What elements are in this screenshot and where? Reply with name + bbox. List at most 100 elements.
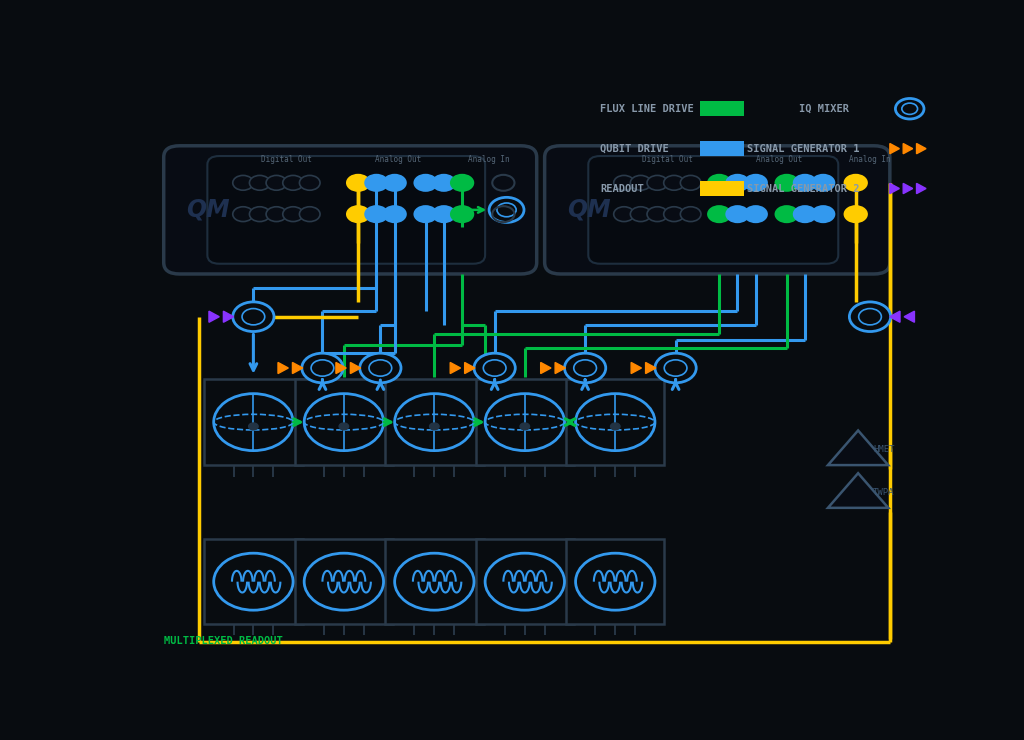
Text: HMET: HMET <box>873 445 895 454</box>
Circle shape <box>339 423 348 430</box>
Text: TWPA: TWPA <box>873 488 895 497</box>
Text: Analog Out: Analog Out <box>756 155 802 164</box>
Polygon shape <box>541 363 551 374</box>
Circle shape <box>794 206 816 222</box>
Circle shape <box>359 353 401 383</box>
Text: SIGNAL GENERATOR 2: SIGNAL GENERATOR 2 <box>748 184 859 194</box>
Circle shape <box>250 206 270 221</box>
Circle shape <box>895 98 924 119</box>
Polygon shape <box>209 311 219 323</box>
Polygon shape <box>278 363 289 374</box>
Polygon shape <box>555 363 565 374</box>
Circle shape <box>613 206 634 221</box>
Polygon shape <box>828 473 888 508</box>
Text: QM: QM <box>186 198 229 222</box>
Polygon shape <box>890 311 900 323</box>
Bar <box>385 380 483 465</box>
Circle shape <box>647 175 668 190</box>
Bar <box>204 380 303 465</box>
Circle shape <box>647 206 668 221</box>
Bar <box>566 539 665 625</box>
Bar <box>295 539 393 625</box>
Polygon shape <box>890 184 899 194</box>
Circle shape <box>384 206 406 222</box>
Bar <box>295 380 393 465</box>
Polygon shape <box>890 144 899 154</box>
Circle shape <box>232 302 274 332</box>
FancyBboxPatch shape <box>164 146 537 274</box>
Circle shape <box>451 175 473 191</box>
Bar <box>700 181 743 196</box>
Circle shape <box>680 175 701 190</box>
Circle shape <box>299 175 321 190</box>
Polygon shape <box>916 144 926 154</box>
Text: Analog In: Analog In <box>468 155 510 164</box>
Circle shape <box>299 206 321 221</box>
FancyBboxPatch shape <box>207 156 485 263</box>
Circle shape <box>709 175 730 191</box>
Circle shape <box>232 175 253 190</box>
Circle shape <box>744 206 767 222</box>
Circle shape <box>520 423 529 430</box>
Circle shape <box>250 175 270 190</box>
Circle shape <box>709 206 730 222</box>
Circle shape <box>366 175 387 191</box>
Circle shape <box>775 175 798 191</box>
Polygon shape <box>350 363 360 374</box>
Bar <box>475 539 574 625</box>
Polygon shape <box>293 363 303 374</box>
Circle shape <box>366 206 387 222</box>
Text: SIGNAL GENERATOR 1: SIGNAL GENERATOR 1 <box>748 144 859 154</box>
Polygon shape <box>828 431 888 465</box>
Circle shape <box>347 206 370 222</box>
Circle shape <box>283 175 303 190</box>
Bar <box>204 539 303 625</box>
Circle shape <box>845 175 867 191</box>
Circle shape <box>433 175 455 191</box>
Circle shape <box>744 175 767 191</box>
Bar <box>700 101 743 116</box>
Circle shape <box>283 206 303 221</box>
Circle shape <box>849 302 891 332</box>
Circle shape <box>249 423 258 430</box>
Circle shape <box>812 206 835 222</box>
Polygon shape <box>903 144 912 154</box>
Bar <box>385 539 483 625</box>
Text: Digital Out: Digital Out <box>261 155 312 164</box>
Bar <box>700 141 743 156</box>
Circle shape <box>631 175 651 190</box>
Polygon shape <box>451 363 461 374</box>
Circle shape <box>726 175 749 191</box>
Circle shape <box>812 175 835 191</box>
Circle shape <box>266 206 287 221</box>
Polygon shape <box>904 311 914 323</box>
Circle shape <box>613 175 634 190</box>
Circle shape <box>347 175 370 191</box>
FancyBboxPatch shape <box>588 156 839 263</box>
Text: Analog Out: Analog Out <box>375 155 421 164</box>
Polygon shape <box>336 363 346 374</box>
Circle shape <box>564 353 606 383</box>
Text: READOUT: READOUT <box>600 184 644 194</box>
Polygon shape <box>903 184 912 194</box>
FancyBboxPatch shape <box>545 146 890 274</box>
Circle shape <box>232 206 253 221</box>
Text: QM: QM <box>567 198 610 222</box>
Circle shape <box>794 175 816 191</box>
Text: FLUX LINE DRIVE: FLUX LINE DRIVE <box>600 104 694 114</box>
Polygon shape <box>916 184 926 194</box>
Circle shape <box>433 206 455 222</box>
Circle shape <box>415 175 436 191</box>
Circle shape <box>474 353 515 383</box>
Circle shape <box>302 353 343 383</box>
Polygon shape <box>631 363 641 374</box>
Circle shape <box>775 206 798 222</box>
Circle shape <box>664 175 684 190</box>
Circle shape <box>489 198 524 223</box>
Text: Digital Out: Digital Out <box>642 155 693 164</box>
Text: Analog In: Analog In <box>849 155 891 164</box>
Circle shape <box>664 206 684 221</box>
Polygon shape <box>223 311 233 323</box>
Circle shape <box>631 206 651 221</box>
Circle shape <box>430 423 439 430</box>
